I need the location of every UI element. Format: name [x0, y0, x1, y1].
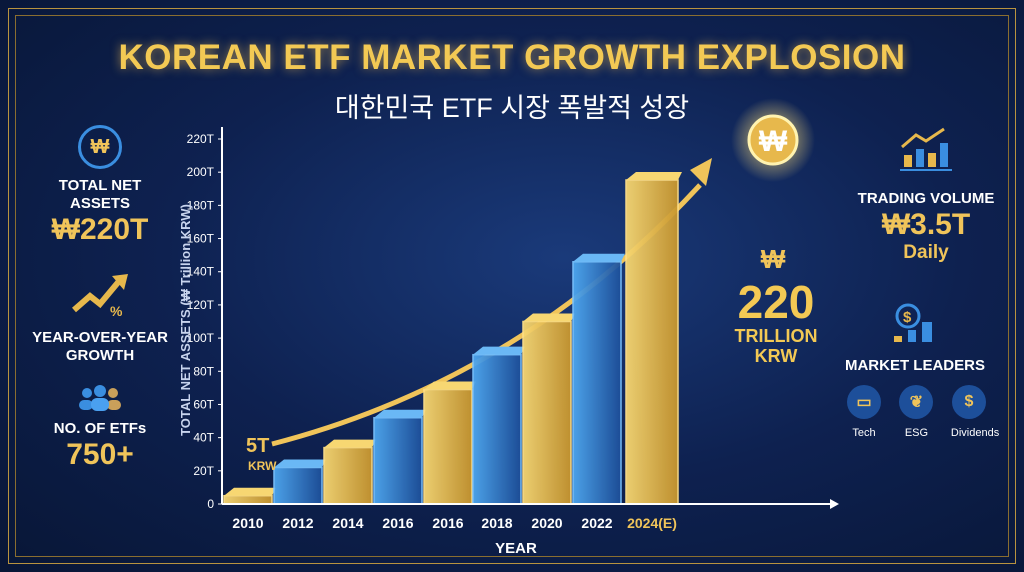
won-coin-symbol: ₩	[759, 125, 788, 158]
won-coin-icon	[747, 114, 799, 166]
etf-count-label: NO. OF ETFs	[53, 420, 147, 437]
people-icon	[79, 385, 121, 411]
bar	[423, 388, 473, 505]
total-net-assets-value: ₩220T	[51, 213, 149, 246]
bar-top	[274, 459, 326, 468]
outer-frame	[8, 8, 1016, 564]
bar-top	[523, 313, 575, 322]
x-tick-label: 2014	[332, 515, 363, 531]
bar-top	[324, 439, 376, 448]
dollar-bars-icon: $	[894, 303, 932, 342]
bar-top	[374, 409, 426, 418]
trading-volume-sub: Daily	[903, 242, 949, 263]
trading-volume-label: TRADING VOLUME	[857, 190, 995, 207]
annotation-last-symbol: ₩	[761, 244, 786, 274]
bar-top	[573, 253, 625, 262]
y-tick-label: 80T	[193, 364, 214, 378]
leaf-icon: ❦	[899, 385, 934, 419]
bar	[472, 353, 522, 505]
y-tick-label: 100T	[187, 331, 215, 345]
x-tick-label: 2010	[232, 515, 263, 531]
y-tick-label: 0	[207, 497, 214, 511]
bar	[273, 466, 323, 505]
y-tick-label: 60T	[193, 397, 214, 411]
page-subtitle: 대한민국 ETF 시장 폭발적 성장	[334, 93, 690, 123]
bar-chart-arrow-icon	[900, 127, 952, 171]
leader-tech-label: Tech	[852, 427, 876, 439]
bar	[223, 494, 273, 505]
stat-trading-volume: TRADING VOLUME ₩3.5T Daily	[856, 125, 996, 264]
bar	[572, 261, 622, 505]
x-axis-arrow	[830, 499, 839, 509]
won-coin-icon: ₩	[78, 125, 122, 169]
y-tick-label: 180T	[187, 198, 215, 212]
bar	[522, 320, 572, 505]
svg-text:$: $	[903, 309, 912, 326]
x-tick-label: 2024(E)	[627, 515, 677, 531]
annotation-first-unit: KRW	[248, 459, 277, 473]
leader-esg: ❦ ESG	[898, 385, 934, 439]
y-tick-label: 200T	[187, 165, 215, 179]
bar-top	[626, 172, 682, 180]
y-tick-label: 20T	[193, 464, 214, 478]
market-leaders-label: MARKET LEADERS	[844, 357, 985, 374]
y-tick-label: 160T	[187, 232, 215, 246]
annotation-first-value: 5T	[246, 435, 269, 457]
bar	[373, 416, 423, 505]
x-tick-label: 2012	[282, 515, 313, 531]
bar-top	[424, 381, 476, 390]
annotation-last-value: 220	[738, 276, 815, 328]
yoy-label-1: YEAR-OVER-YEAR	[32, 329, 168, 346]
inner-frame	[15, 15, 1009, 557]
stat-etf-count: NO. OF ETFs 750+	[30, 385, 170, 472]
stat-market-leaders: $ MARKET LEADERS ▭ Tech ❦ ESG $ Dividends	[840, 302, 999, 441]
x-tick-label: 2020	[531, 515, 562, 531]
page-title: KOREAN ETF MARKET GROWTH EXPLOSION	[118, 38, 906, 77]
y-tick-label: 120T	[187, 298, 215, 312]
x-tick-label: 2018	[481, 515, 512, 531]
bar-top	[473, 346, 525, 355]
trading-volume-value: ₩3.5T	[881, 208, 971, 241]
yoy-label-2: GROWTH	[65, 347, 135, 364]
annotation-last-unit-1: TRILLION	[735, 326, 818, 346]
trend-up-percent-icon: %	[72, 274, 128, 318]
svg-text:%: %	[110, 303, 123, 318]
laptop-icon: ▭	[847, 385, 881, 419]
stat-total-net-assets: ₩ TOTAL NET ASSETS ₩220T	[30, 125, 170, 247]
y-tick-label: 220T	[187, 132, 215, 146]
x-tick-label: 2016	[382, 515, 413, 531]
growth-arrow-head	[690, 158, 712, 186]
x-tick-label: 2016	[432, 515, 463, 531]
x-axis-label: YEAR	[495, 540, 537, 557]
x-tick-label: 2022	[581, 515, 612, 531]
etf-count-value: 750+	[66, 438, 134, 471]
hand-dollar-icon: $	[951, 385, 986, 419]
leader-tech: ▭ Tech	[846, 385, 882, 439]
bar	[625, 179, 679, 505]
leader-esg-label: ESG	[904, 427, 929, 439]
total-net-assets-label: TOTAL NET ASSETS	[58, 177, 142, 212]
bar	[323, 446, 373, 505]
bar-top	[224, 487, 276, 496]
y-axis-label: TOTAL NET ASSETS (₩ Trillion KRW)	[178, 204, 193, 436]
y-tick-label: 40T	[193, 431, 214, 445]
stat-yoy-growth: % YEAR-OVER-YEAR GROWTH	[30, 270, 170, 365]
annotation-last-unit-2: KRW	[755, 346, 798, 366]
y-tick-label: 140T	[187, 265, 215, 279]
